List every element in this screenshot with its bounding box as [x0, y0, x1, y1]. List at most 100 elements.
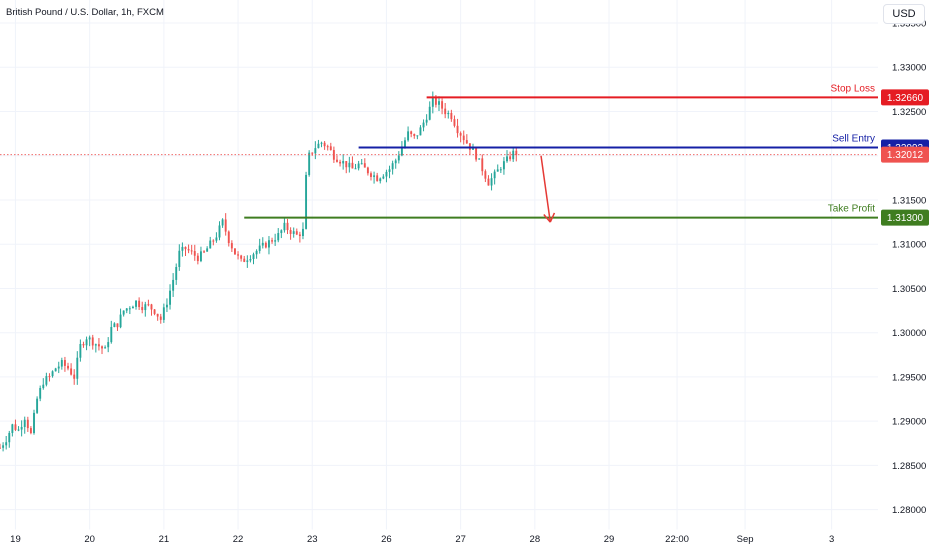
- candle-body: [391, 163, 394, 170]
- candle-body: [221, 219, 224, 226]
- candle-body: [345, 161, 348, 168]
- candle-body: [17, 429, 20, 431]
- candle-body: [8, 432, 11, 443]
- time-tick-label: 20: [84, 534, 95, 545]
- price-tick-label: 1.28000: [892, 505, 926, 516]
- candle-body: [360, 163, 363, 165]
- chart-title: British Pound / U.S. Dollar, 1h, FXCM: [6, 7, 164, 18]
- down-arrow-icon: [540, 155, 552, 223]
- candle-body: [277, 233, 280, 241]
- level-price-tag: [881, 89, 929, 106]
- candle-body: [0, 447, 1, 449]
- candle-body: [138, 300, 141, 308]
- candle-body: [70, 368, 73, 375]
- candle-body: [400, 147, 403, 156]
- price-tick-label: 1.29000: [892, 417, 926, 428]
- candle-body: [79, 343, 82, 358]
- candle-body: [444, 108, 447, 115]
- candle-body: [397, 155, 400, 161]
- candle-body: [506, 156, 508, 162]
- candle-body: [178, 250, 181, 267]
- candle-body: [94, 344, 97, 346]
- candle-body: [82, 343, 85, 346]
- candle-body: [240, 255, 243, 259]
- level-label: Sell Entry: [832, 133, 875, 144]
- candle-body: [459, 133, 462, 136]
- candle-body: [45, 376, 48, 385]
- candle-body: [450, 112, 453, 120]
- candle-body: [295, 231, 298, 235]
- candle-body: [385, 171, 388, 177]
- candle-body: [233, 248, 236, 255]
- currency-button[interactable]: USD: [883, 4, 925, 24]
- candle-body: [63, 360, 66, 366]
- candle-body: [512, 150, 515, 160]
- candle-body: [212, 240, 215, 242]
- candle-body: [268, 240, 270, 248]
- time-tick-label: 28: [530, 534, 541, 545]
- candle-body: [261, 242, 264, 246]
- candle-body: [481, 158, 484, 172]
- candle-body: [326, 146, 329, 148]
- candle-body: [11, 424, 14, 433]
- candle-body: [5, 442, 8, 446]
- candle-body: [478, 158, 481, 160]
- price-tick-label: 1.30000: [892, 328, 926, 339]
- candle-body: [493, 171, 496, 179]
- candle-body: [249, 259, 252, 261]
- candle-body: [363, 163, 366, 168]
- candle-body: [434, 97, 437, 105]
- candle-body: [104, 347, 107, 349]
- candle-body: [456, 125, 459, 134]
- candle-body: [175, 266, 178, 280]
- candle-body: [227, 231, 230, 244]
- candle-body: [125, 308, 128, 311]
- candle-body: [39, 388, 42, 399]
- trade-levels: Stop Loss Sell Entry Take Profit: [244, 83, 878, 219]
- candle-body: [298, 234, 301, 237]
- arrow-group: [540, 155, 556, 223]
- candle-body: [302, 228, 304, 237]
- candle-body: [23, 419, 26, 427]
- candle-body: [472, 148, 474, 150]
- arrow-head: [549, 212, 556, 223]
- candle-body: [475, 148, 478, 160]
- candle-body: [438, 101, 440, 105]
- time-tick-label: 27: [455, 534, 466, 545]
- arrow-head: [543, 213, 551, 223]
- current-price-tag: [881, 146, 929, 163]
- candle-body: [357, 163, 360, 169]
- candle-body: [264, 242, 267, 248]
- candle-body: [73, 374, 76, 379]
- candle-body: [36, 398, 39, 413]
- candle-body: [453, 119, 456, 126]
- candle-body: [33, 412, 35, 434]
- candle-body: [422, 122, 425, 128]
- candle-body: [97, 344, 100, 347]
- candle-body: [348, 162, 351, 168]
- candle-body: [91, 337, 94, 346]
- candle-body: [162, 307, 165, 320]
- level-price-tag: [881, 209, 929, 226]
- price-tick-label: 1.33500: [892, 19, 926, 30]
- candle-body: [209, 240, 212, 249]
- candle-body: [373, 175, 376, 177]
- candle-body: [215, 237, 218, 241]
- candle-body: [187, 249, 190, 251]
- candle-body: [336, 159, 338, 162]
- candle-body: [382, 176, 385, 179]
- candle-body: [496, 169, 499, 172]
- candle-body: [54, 368, 57, 372]
- candle-body: [76, 357, 79, 379]
- candle-body: [465, 140, 468, 144]
- candle-body: [131, 306, 134, 309]
- candle-body: [156, 313, 159, 317]
- candle-body: [271, 240, 274, 242]
- candle-body: [172, 279, 175, 291]
- current-price-label: 1.32012: [887, 150, 924, 161]
- candle-body: [88, 337, 91, 340]
- candle-body: [376, 175, 379, 182]
- candle-body: [425, 119, 428, 123]
